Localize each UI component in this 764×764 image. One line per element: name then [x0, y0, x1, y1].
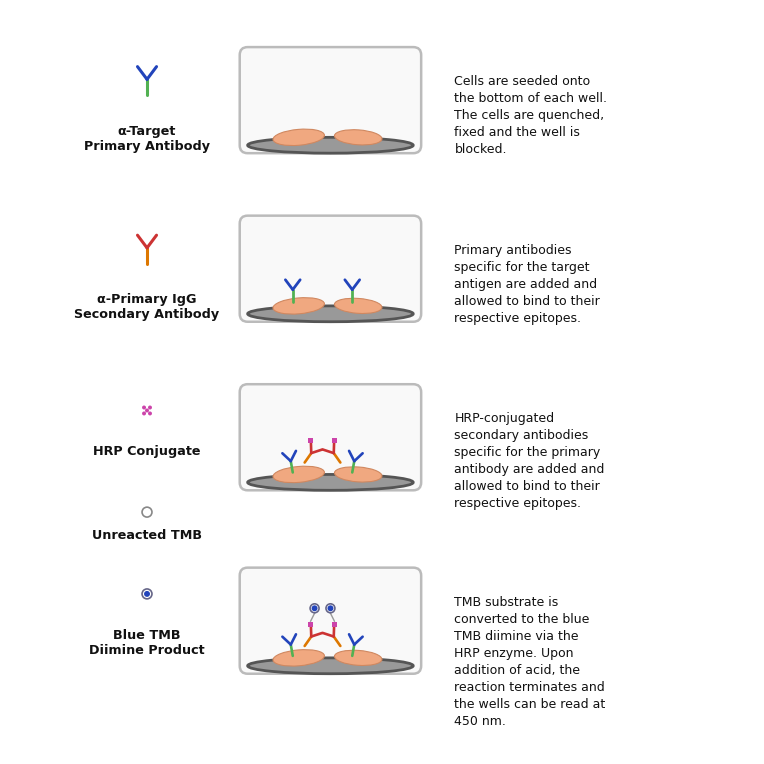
Circle shape [312, 605, 318, 611]
Ellipse shape [248, 474, 413, 490]
Circle shape [328, 605, 333, 611]
Ellipse shape [248, 658, 413, 674]
Text: HRP Conjugate: HRP Conjugate [93, 445, 201, 458]
Circle shape [142, 589, 152, 599]
Text: Primary antibodies
specific for the target
antigen are added and
allowed to bind: Primary antibodies specific for the targ… [455, 244, 601, 325]
Ellipse shape [335, 298, 382, 313]
Circle shape [144, 591, 150, 597]
Circle shape [310, 604, 319, 613]
Bar [332, 439, 337, 443]
Text: Unreacted TMB: Unreacted TMB [92, 529, 202, 542]
Text: HRP-conjugated
secondary antibodies
specific for the primary
antibody are added : HRP-conjugated secondary antibodies spec… [455, 413, 605, 510]
Ellipse shape [335, 130, 382, 145]
Text: Cells are seeded onto
the bottom of each well.
The cells are quenched,
fixed and: Cells are seeded onto the bottom of each… [455, 76, 607, 157]
Circle shape [142, 406, 146, 410]
Ellipse shape [248, 306, 413, 322]
Ellipse shape [273, 466, 325, 483]
Ellipse shape [273, 298, 325, 314]
Bar [308, 439, 313, 443]
Circle shape [142, 412, 146, 416]
Circle shape [326, 604, 335, 613]
Bar [332, 622, 337, 626]
Text: α-Target
Primary Antibody: α-Target Primary Antibody [84, 125, 210, 153]
Circle shape [142, 507, 152, 517]
Text: TMB substrate is
converted to the blue
TMB diimine via the
HRP enzyme. Upon
addi: TMB substrate is converted to the blue T… [455, 596, 606, 728]
Ellipse shape [273, 129, 325, 145]
Circle shape [148, 412, 152, 416]
FancyBboxPatch shape [240, 384, 421, 490]
Ellipse shape [335, 650, 382, 665]
FancyBboxPatch shape [240, 47, 421, 154]
Ellipse shape [335, 467, 382, 482]
Circle shape [145, 409, 149, 413]
FancyBboxPatch shape [240, 215, 421, 322]
Ellipse shape [273, 649, 325, 666]
Text: α-Primary IgG
Secondary Antibody: α-Primary IgG Secondary Antibody [74, 293, 219, 322]
Bar [308, 622, 313, 626]
FancyBboxPatch shape [240, 568, 421, 674]
Text: Blue TMB
Diimine Product: Blue TMB Diimine Product [89, 629, 205, 656]
Ellipse shape [248, 138, 413, 154]
Circle shape [148, 406, 152, 410]
